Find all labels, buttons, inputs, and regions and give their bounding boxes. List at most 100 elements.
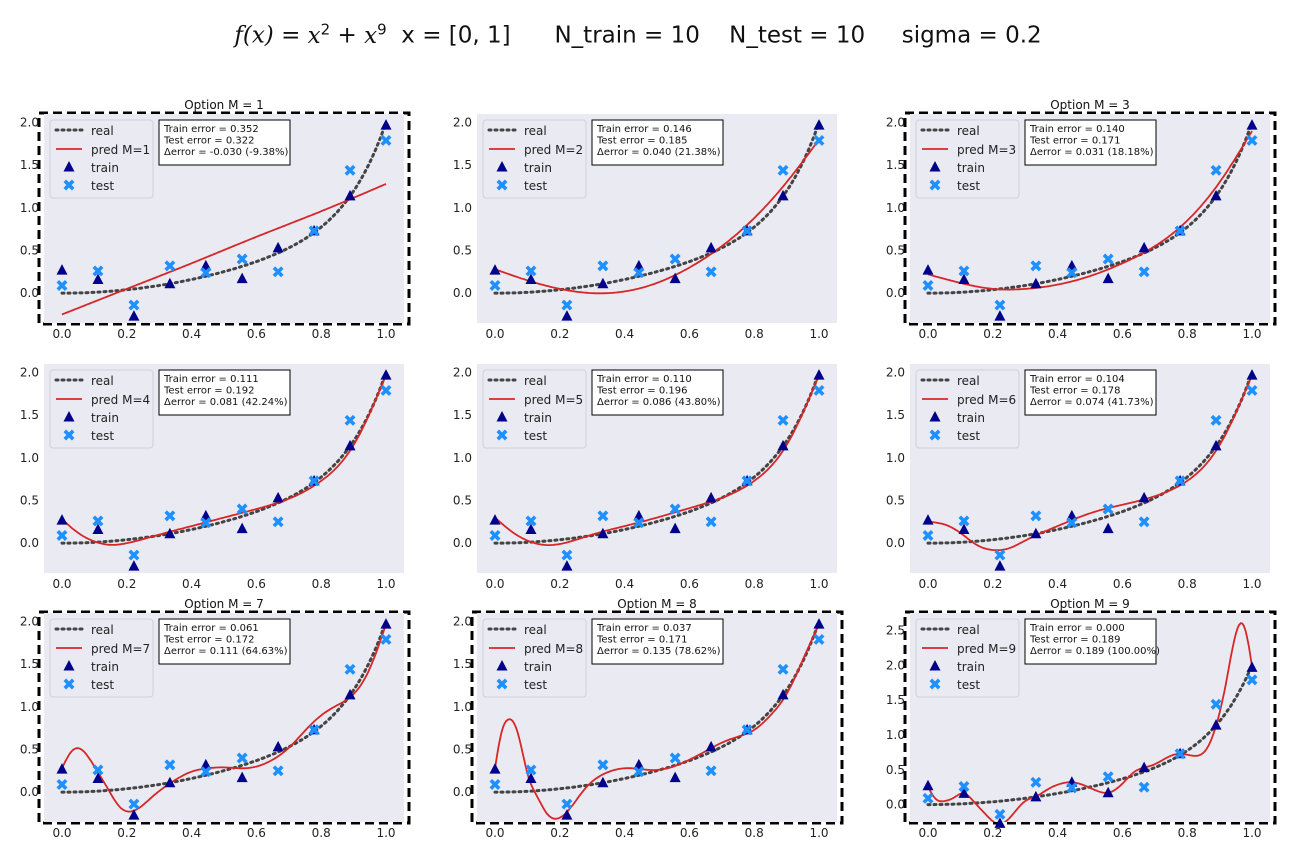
train-point [1102,786,1114,798]
train-point [489,763,501,774]
info-line: Δerror = -0.030 (-9.38%) [164,147,288,158]
subplot-title: Option M = 8 [617,597,697,611]
train-point [597,776,609,788]
y-tick-label: 1.0 [886,201,905,215]
y-tick-label: 1.0 [886,451,905,465]
test-point [597,260,609,272]
test-point [1174,748,1186,760]
legend-test-swatch [63,429,75,441]
test-point [1210,414,1222,426]
train-point [272,740,284,752]
test-point [1174,475,1186,487]
y-tick-label: 1.0 [886,728,905,742]
train-point [561,809,573,820]
pred-curve [927,130,1253,291]
test-point [380,633,392,645]
legend-label: train [524,161,552,175]
test-point [308,225,320,237]
test-point [1066,517,1078,529]
train-point [669,771,681,783]
subplot-m6: 0.0 0.2 0.4 0.6 0.8 1.0 0.0 0.5 1.0 1.5 2.0 real pre… [886,364,1270,591]
test-point [92,764,104,776]
x-tick-label: 0.6 [680,577,699,591]
figure-title: f(x) = x2 + x9 x = [0, 1] N_train = 10 N… [234,20,1042,49]
info-box-frame [591,119,724,166]
x-tick-label: 0.6 [1113,327,1132,341]
info-box-frame [1024,119,1157,166]
x-tick-label: 0.8 [745,826,764,840]
train-point [56,763,68,774]
test-point [561,299,573,311]
legend-train-swatch [929,161,941,172]
y-tick-label: 2.0 [20,615,39,629]
info-line: Test error = 0.178 [1029,386,1120,397]
legend-label: train [957,411,985,425]
test-point [1138,781,1150,793]
train-point [1138,241,1150,253]
legend: real pred M=3 train test [915,119,1020,199]
legend-label: train [524,411,552,425]
legend-box [915,119,1020,199]
y-tick-label: 1.5 [886,158,905,172]
test-point [994,549,1006,561]
info-line: Test error = 0.196 [596,386,687,397]
subplot-m5: 0.0 0.2 0.4 0.6 0.8 1.0 0.0 0.5 1.0 1.5 2.0 real pre… [453,364,837,591]
info-line: Test error = 0.171 [596,635,687,646]
train-point [525,523,537,534]
test-point [236,503,248,515]
x-tick-label: 0.8 [1178,826,1197,840]
y-tick-label: 2.5 [886,623,905,637]
legend-box [915,369,1020,449]
y-tick-label: 0.5 [20,493,39,507]
pred-curve [61,183,387,316]
x-tick-label: 0.6 [680,826,699,840]
test-point [777,164,789,176]
train-point [669,272,681,284]
info-box-frame [158,369,291,416]
legend-label: test [91,678,114,692]
test-point [994,808,1006,820]
y-tick-label: 0.5 [886,243,905,257]
legend-train-swatch [63,161,75,172]
legend-label: train [91,161,119,175]
train-point [994,817,1006,828]
test-point [669,752,681,764]
test-point [56,279,68,291]
x-tick-label: 0.0 [918,327,937,341]
info-line: Δerror = 0.081 (42.24%) [164,397,288,408]
legend-label: test [524,429,547,443]
legend-test-swatch [496,179,508,191]
y-tick-label: 1.0 [20,700,39,714]
train-point [994,310,1006,321]
test-point [741,724,753,736]
train-point [525,772,537,783]
legend-label: real [91,623,114,637]
x-tick-label: 0.6 [1113,826,1132,840]
legend-test-swatch [929,678,941,690]
legend-label: pred M=3 [957,143,1016,157]
train-point [922,779,934,791]
legend-label: real [524,623,547,637]
y-tick-label: 0.5 [453,243,472,257]
x-tick-label: 0.4 [182,826,201,840]
train-point [344,688,356,700]
x-tick-label: 0.8 [312,826,331,840]
y-tick-label: 0.5 [20,742,39,756]
test-point [922,792,934,804]
test-point [308,724,320,736]
y-tick-label: 1.0 [453,201,472,215]
legend-test-swatch [496,678,508,690]
test-point [380,384,392,396]
test-point [1102,253,1114,265]
pred-curve [494,623,820,820]
x-tick-label: 0.8 [1178,577,1197,591]
test-point [777,414,789,426]
test-point [958,515,970,527]
legend-label: pred M=6 [957,393,1016,407]
info-line: Train error = 0.146 [596,124,692,135]
test-point [813,134,825,146]
test-point [164,260,176,272]
train-point [236,522,248,534]
train-point [705,740,717,752]
